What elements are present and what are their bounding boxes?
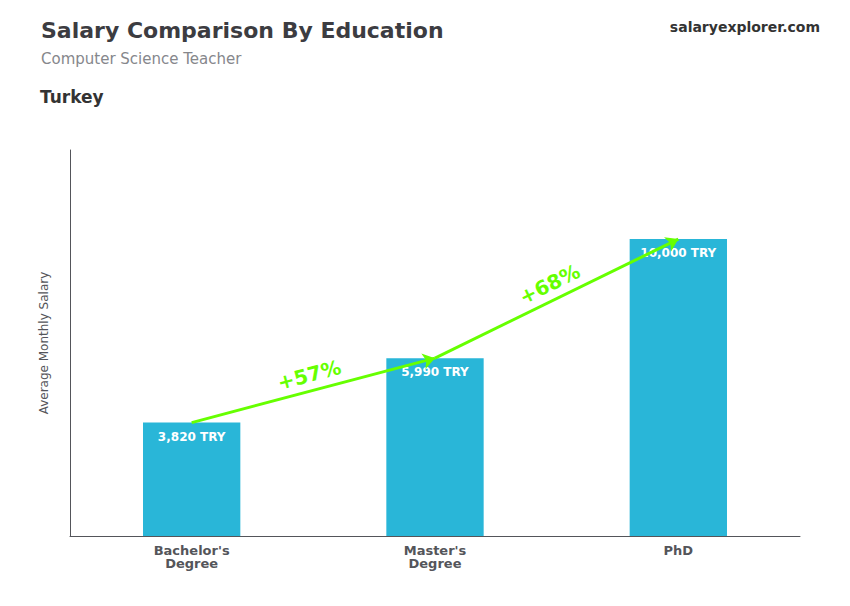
svg-text:Degree: Degree <box>409 556 462 571</box>
svg-text:10,000 TRY: 10,000 TRY <box>640 246 717 261</box>
svg-text:Salary Comparison By Education: Salary Comparison By Education <box>41 18 444 43</box>
svg-text:+68%: +68% <box>515 259 584 309</box>
svg-text:3,820 TRY: 3,820 TRY <box>158 430 226 444</box>
svg-text:+57%: +57% <box>275 355 344 395</box>
svg-text:Turkey: Turkey <box>40 87 104 107</box>
svg-text:Computer Science Teacher: Computer Science Teacher <box>41 50 242 68</box>
svg-text:PhD: PhD <box>664 543 694 558</box>
svg-text:5,990 TRY: 5,990 TRY <box>401 365 469 379</box>
svg-text:Average Monthly Salary: Average Monthly Salary <box>37 272 51 415</box>
svg-text:Bachelor's: Bachelor's <box>153 543 230 558</box>
svg-text:Degree: Degree <box>165 556 218 571</box>
svg-text:salaryexplorer.com: salaryexplorer.com <box>670 19 820 35</box>
svg-text:Master's: Master's <box>403 543 467 558</box>
